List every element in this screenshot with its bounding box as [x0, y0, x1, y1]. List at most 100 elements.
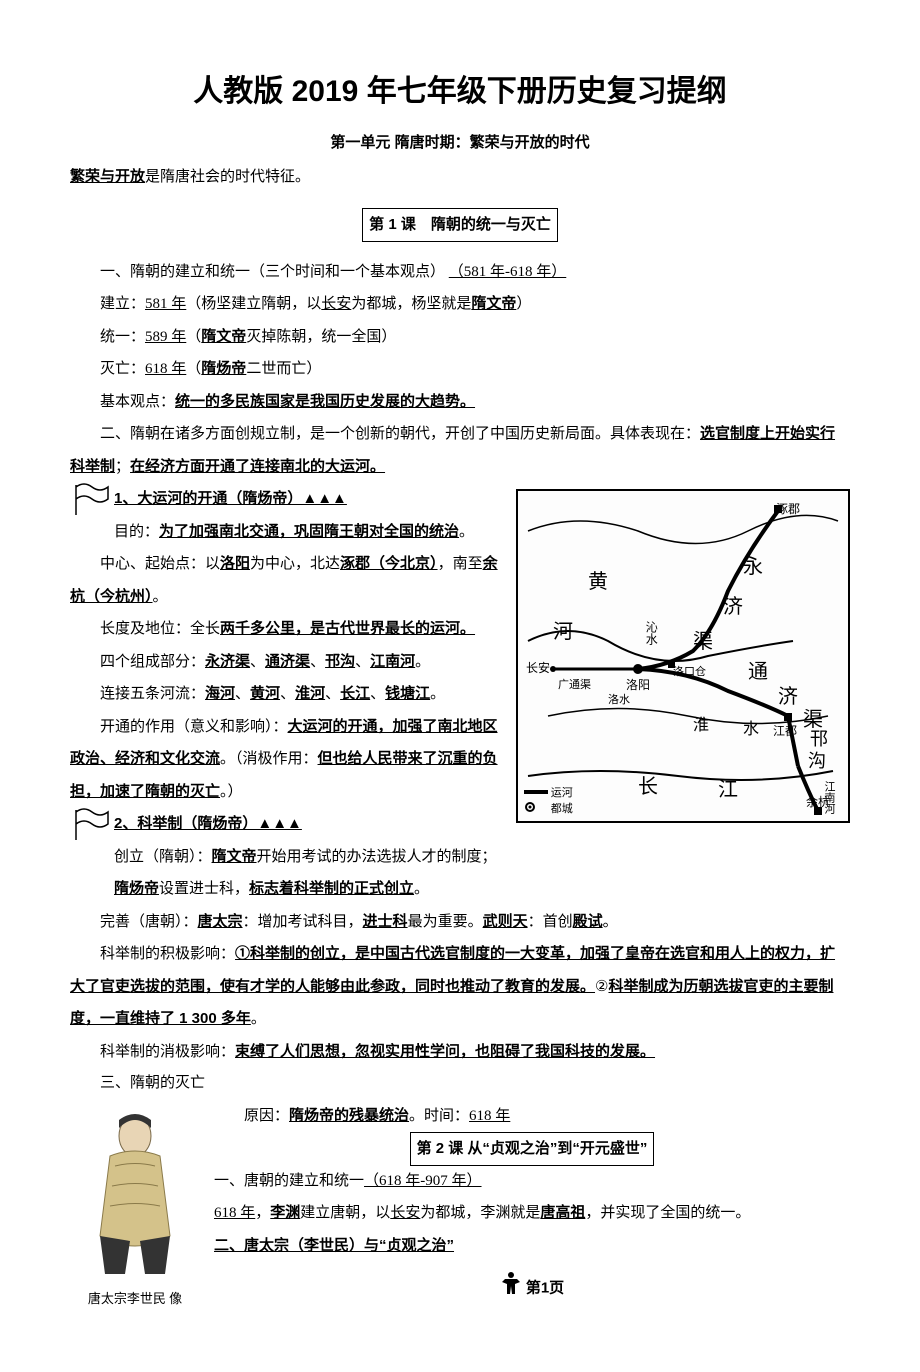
- t: 武则天: [483, 913, 528, 930]
- t: 为中心，北达: [250, 556, 340, 572]
- t: 。）: [220, 784, 243, 800]
- flag-icon: [70, 483, 110, 530]
- t: 连接五条河流：: [100, 686, 205, 702]
- t: 科举制的积极影响：: [100, 946, 235, 962]
- canal-map: 涿郡 黄 河 永 济 渠 沁水 长安 广通渠 洛阳 洛口仓 洛水 通 济 渠 淮…: [516, 489, 850, 823]
- t: 为都城，杨坚就是: [351, 296, 471, 312]
- section2-head: 二、隋朝在诸多方面创规立制，是一个创新的朝代，开创了中国历史新局面。具体表现在：…: [70, 418, 850, 483]
- lbl-jiang: 江: [718, 769, 738, 811]
- lbl-chang: 长: [638, 766, 658, 808]
- t: 。（消极作用：: [220, 751, 318, 767]
- lesson1-box: 第 1 课 隋朝的统一与灭亡: [362, 208, 558, 242]
- s1-years: （581 年-618 年）: [449, 264, 567, 280]
- t: 灭亡：: [100, 361, 145, 377]
- t: ：增加考试科目，: [243, 914, 363, 930]
- lbl-yuhang: 余杭: [806, 790, 830, 815]
- t: 长江: [340, 685, 370, 702]
- t: 原因：: [244, 1108, 289, 1124]
- lbl-ji2: 济: [778, 676, 798, 718]
- lbl-zhuojun: 涿郡: [776, 497, 800, 522]
- lbl-qu: 渠: [693, 621, 713, 663]
- lbl-yong: 永: [743, 546, 763, 588]
- t: 李渊: [270, 1204, 300, 1221]
- t: 、: [325, 686, 340, 702]
- t: 统一：: [100, 329, 145, 345]
- t: 完善（唐朝）：: [100, 914, 198, 930]
- t: 、: [355, 654, 370, 670]
- lbl-changan: 长安: [526, 656, 550, 681]
- lbl-jiangdu: 江都: [773, 719, 797, 744]
- portrait-box: 唐太宗李世民 像: [70, 1106, 200, 1313]
- t: 618 年: [214, 1205, 255, 1221]
- keju-improve: 完善（唐朝）：唐太宗：增加考试科目，进士科最为重要。武则天：首创殿试。: [70, 906, 850, 939]
- lbl-tong: 通: [748, 651, 768, 693]
- t: 中心、起始点：以: [100, 556, 220, 572]
- t: 设置进士科，: [159, 881, 249, 897]
- intro-rest: 是隋唐社会的时代特征。: [145, 169, 310, 185]
- t: 。: [153, 589, 168, 605]
- t: 建立：: [100, 296, 145, 312]
- t: 一、唐朝的建立和统一: [214, 1173, 364, 1189]
- t: （: [186, 329, 201, 345]
- t: 。: [430, 686, 445, 702]
- t: 唐太宗: [198, 913, 243, 930]
- t: 标志着科举制的正式创立: [249, 880, 414, 897]
- establish-line: 建立：581 年（杨坚建立隋朝，以长安为都城，杨坚就是隋文帝）: [70, 288, 850, 321]
- t: 二、唐太宗（李世民）与“贞观之治”: [214, 1237, 454, 1254]
- t: 在经济方面开通了连接南北的大运河。: [130, 458, 385, 475]
- t: 科举制的消极影响：: [100, 1044, 235, 1060]
- t: 为都城，李渊就是: [420, 1205, 540, 1221]
- lbl-huai: 淮: [693, 709, 709, 743]
- viewpoint-line: 基本观点：统一的多民族国家是我国历史发展的大趋势。: [70, 386, 850, 419]
- t: 。: [459, 524, 474, 540]
- t: 统一的多民族国家是我国历史发展的大趋势。: [175, 393, 475, 410]
- t: ，并实现了全国的统一。: [585, 1205, 750, 1221]
- map-legend: 运河 都城: [524, 786, 573, 817]
- t: 隋文帝: [471, 295, 516, 312]
- lesson2-box: 第 2 课 从“贞观之治”到“开元盛世”: [410, 1132, 655, 1166]
- t: （618 年-907 年）: [364, 1173, 482, 1189]
- section3-head: 三、隋朝的灭亡: [70, 1068, 850, 1100]
- keju-create: 创立（隋朝）：隋文帝开始用考试的办法选拔人才的制度；隋炀帝设置进士科，标志着科举…: [114, 841, 506, 906]
- unify-line: 统一：589 年（隋文帝灭掉陈朝，统一全国）: [70, 321, 850, 354]
- keju-positive: 科举制的积极影响：①科举制的创立，是中国古代选官制度的一大变革，加强了皇帝在选官…: [70, 938, 850, 1036]
- t: 。: [251, 1011, 266, 1027]
- canal-block: 1、大运河的开通（隋炀帝）▲▲▲ 目的：为了加强南北交通，巩固隋王朝对全国的统治…: [70, 483, 506, 548]
- t: ，南至: [438, 556, 483, 572]
- t: 589 年: [145, 329, 186, 345]
- t: 洛阳: [220, 555, 250, 572]
- unit-title: 第一单元 隋唐时期：繁荣与开放的时代: [70, 127, 850, 159]
- t: 创立（隋朝）：: [114, 849, 212, 865]
- t: ）: [516, 296, 531, 312]
- t: 殿试: [573, 913, 603, 930]
- lbl-he: 河: [553, 611, 573, 653]
- main-title: 人教版 2019 年七年级下册历史复习提纲: [70, 60, 850, 123]
- t: 束缚了人们思想，忽视实用性学问，也阻碍了我国科技的发展。: [235, 1043, 655, 1060]
- t: ；: [115, 459, 130, 475]
- t: 海河: [205, 685, 235, 702]
- leg-canal: 运河: [551, 787, 573, 799]
- t: 二世而亡）: [246, 361, 321, 377]
- t: 邗沟: [325, 653, 355, 670]
- t: 、: [280, 686, 295, 702]
- intro-line: 繁荣与开放是隋唐社会的时代特征。: [70, 161, 850, 194]
- t: 、: [235, 686, 250, 702]
- t: 隋文帝: [212, 848, 257, 865]
- t: 。时间：: [409, 1108, 469, 1124]
- map-svg: [518, 491, 848, 821]
- t: 、: [310, 654, 325, 670]
- t: 、: [250, 654, 265, 670]
- t: 基本观点：: [100, 394, 175, 410]
- s1-head-text: 一、隋朝的建立和统一（三个时间和一个基本观点）: [100, 264, 445, 280]
- canal-title: 1、大运河的开通（隋炀帝）▲▲▲: [114, 490, 347, 507]
- lbl-luokou: 洛口仓: [673, 661, 706, 684]
- t: 进士科: [363, 913, 408, 930]
- lbl-huang: 黄: [588, 561, 608, 603]
- t: ：首创: [528, 914, 573, 930]
- keju-block: 2、科举制（隋炀帝）▲▲▲ 创立（隋朝）：隋文帝开始用考试的办法选拔人才的制度；…: [70, 808, 506, 906]
- t: 灭掉陈朝，统一全国）: [246, 329, 396, 345]
- lbl-luoshui: 洛水: [608, 689, 630, 712]
- portrait-caption: 唐太宗李世民 像: [70, 1285, 200, 1312]
- t: 淮河: [295, 685, 325, 702]
- t: 隋炀帝: [201, 360, 246, 377]
